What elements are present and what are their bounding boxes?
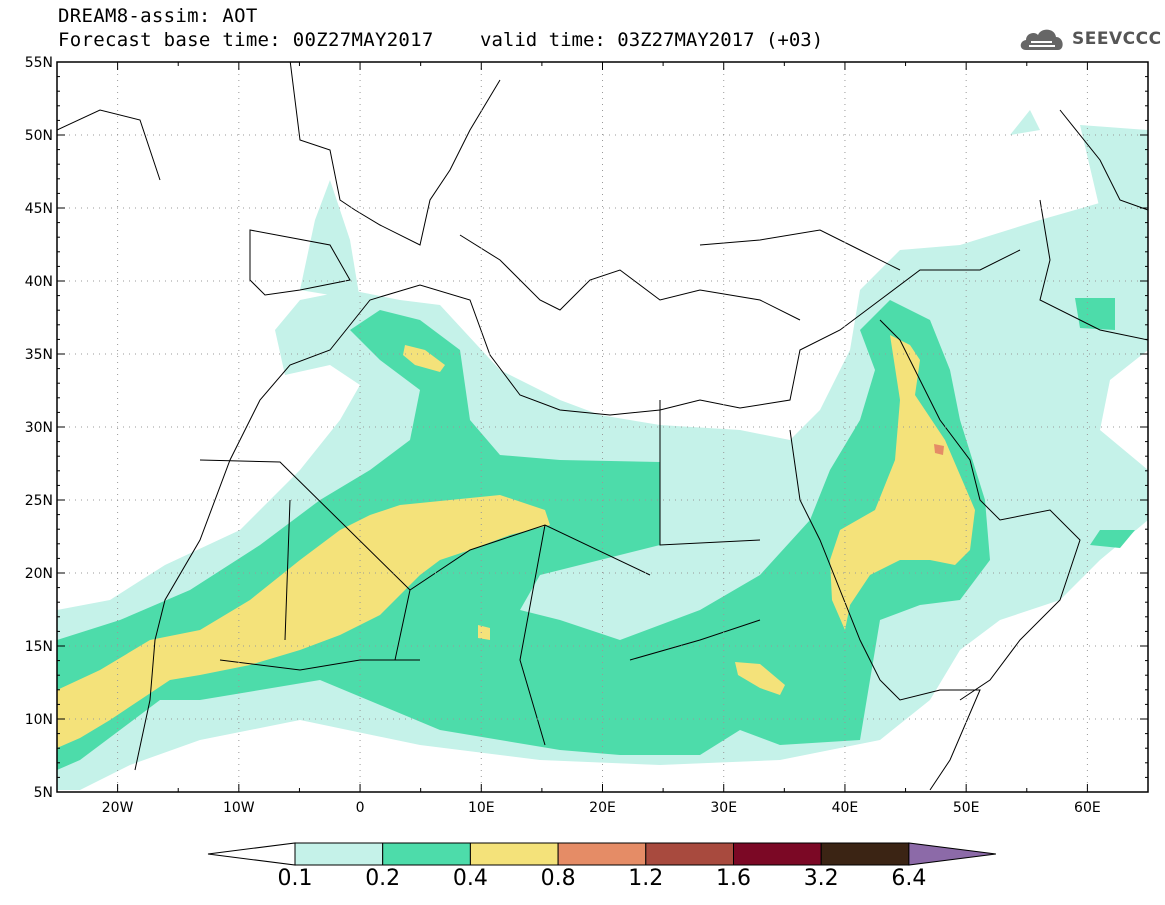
logo-text: SEEVCCC	[1072, 29, 1162, 49]
colorbar	[207, 842, 996, 866]
latitude-label: 35N	[25, 347, 53, 363]
valid-time: valid time: 03Z27MAY2017 (+03)	[480, 29, 824, 51]
colorbar-label: 0.4	[452, 866, 488, 891]
cloud-icon	[1020, 29, 1063, 50]
colorbar-label: 6.4	[891, 866, 927, 891]
latitude-label: 25N	[25, 493, 53, 509]
longitude-label: 0	[356, 800, 365, 816]
latitude-labels: 55N 50N 45N 40N 35N 30N 25N 20N 15N 10N 5N	[25, 55, 53, 801]
coastlines	[57, 62, 1148, 791]
aot-band-0.2-ne	[1075, 298, 1135, 548]
latitude-label: 10N	[25, 712, 53, 728]
colorbar-label: 0.2	[365, 866, 401, 891]
longitude-label: 40E	[832, 800, 859, 816]
colorbar-swatch	[294, 842, 384, 866]
aot-spot-algeria	[403, 345, 445, 372]
latitude-label: 45N	[25, 201, 53, 217]
colorbar-label: 1.6	[716, 866, 751, 891]
aot-spot-chad	[478, 625, 490, 640]
colorbar-labels: 0.1 0.2 0.4 0.8 1.2 1.6 3.2 6.4	[0, 866, 1165, 896]
colorbar-swatch	[557, 842, 647, 866]
colorbar-swatch	[469, 842, 559, 866]
aot-band-0.4-arabia	[830, 335, 975, 630]
latitude-label: 15N	[25, 639, 53, 655]
latitude-label: 55N	[25, 55, 53, 71]
longitude-label: 20E	[589, 800, 616, 816]
latitude-label: 30N	[25, 420, 53, 436]
latitude-label: 50N	[25, 128, 53, 144]
seevccc-logo: SEEVCCC	[1018, 22, 1162, 56]
longitude-label: 20W	[102, 800, 134, 816]
colorbar-high-arrow	[908, 842, 996, 866]
longitude-label: 50E	[953, 800, 980, 816]
colorbar-swatch	[645, 842, 734, 866]
colorbar-swatch	[733, 842, 822, 866]
latitude-label: 40N	[25, 274, 53, 290]
map-title: DREAM8-assim: AOT	[58, 5, 258, 27]
aot-spot-kuwait	[934, 444, 944, 455]
aot-band-0.1-west	[300, 180, 360, 300]
colorbar-label: 3.2	[803, 866, 839, 891]
latitude-label: 20N	[25, 566, 53, 582]
forecast-base-time: Forecast base time: 00Z27MAY2017	[58, 29, 434, 51]
colorbar-low-arrow	[207, 842, 296, 866]
aot-spot-sudan	[735, 662, 785, 695]
longitude-label: 10W	[223, 800, 255, 816]
longitude-label: 10E	[468, 800, 495, 816]
colorbar-label: 1.2	[628, 866, 664, 891]
aot-band-0.4-sahel	[57, 495, 550, 748]
colorbar-label: 0.8	[540, 866, 576, 891]
colorbar-swatch	[820, 842, 910, 866]
aot-band-0.1-ne	[1010, 110, 1148, 210]
colorbar-swatch	[382, 842, 471, 866]
axis-ticks	[56, 61, 1149, 793]
longitude-label: 60E	[1074, 800, 1101, 816]
colorbar-label: 0.1	[277, 866, 313, 891]
latitude-label: 5N	[34, 785, 53, 801]
longitude-labels: 20W 10W 0 10E 20E 30E 40E 50E 60E	[102, 800, 1101, 816]
aot-contours	[57, 110, 1148, 790]
longitude-label: 30E	[710, 800, 737, 816]
